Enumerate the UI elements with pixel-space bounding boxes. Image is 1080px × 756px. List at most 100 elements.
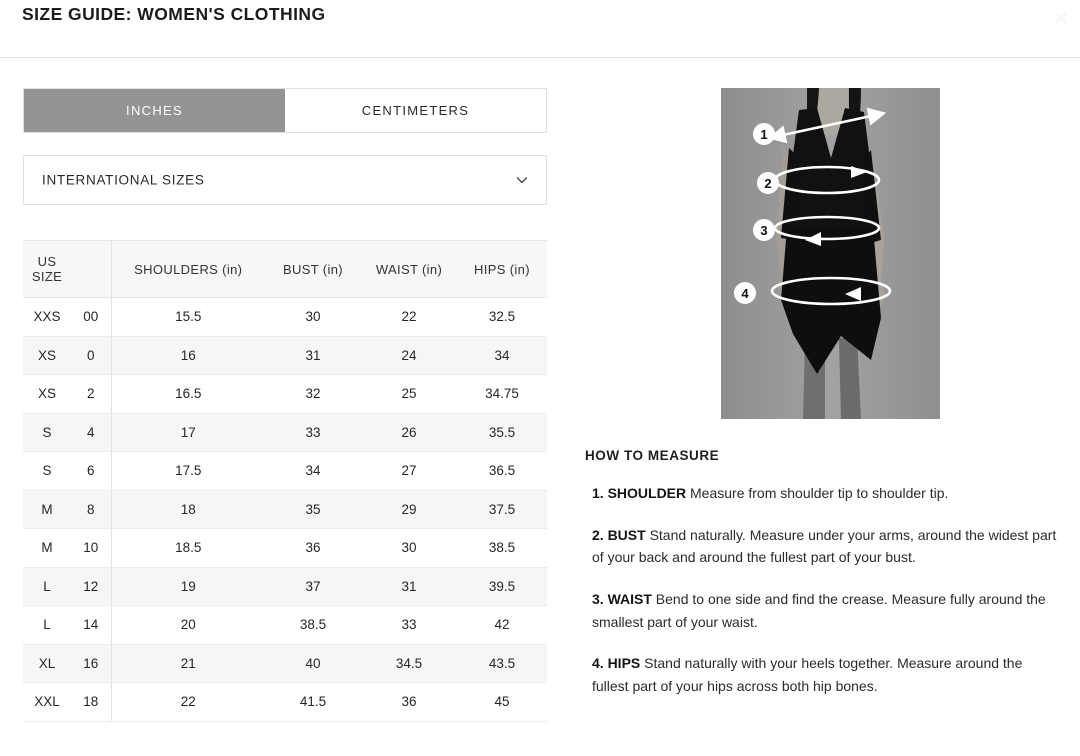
unit-tabs: INCHES CENTIMETERS [23, 88, 547, 133]
cell-waist: 33 [361, 605, 457, 645]
cell-shoulders: 17.5 [111, 451, 265, 491]
close-icon[interactable] [1053, 10, 1069, 26]
measure-step-label: 4. HIPS [592, 655, 641, 672]
cell-hips: 45 [457, 682, 547, 722]
cell-bust: 30 [265, 297, 361, 337]
measure-step-label: 3. WAIST [592, 591, 652, 608]
measure-step-text: Measure from shoulder tip to shoulder ti… [686, 485, 949, 501]
column-header-shoulders: SHOULDERS (in) [111, 240, 265, 298]
how-to-measure-title: HOW TO MEASURE [585, 448, 720, 463]
international-sizes-select[interactable]: INTERNATIONAL SIZES [23, 155, 547, 205]
cell-bust: 32 [265, 374, 361, 414]
svg-text:4: 4 [741, 286, 749, 301]
table-row: M 10 18.5 36 30 38.5 [23, 528, 547, 568]
cell-hips: 34.75 [457, 374, 547, 414]
table-row: XS 0 16 31 24 34 [23, 336, 547, 375]
measure-step-text: Stand naturally. Measure under your arms… [592, 526, 1057, 566]
cell-waist: 27 [361, 451, 457, 491]
cell-bust: 41.5 [265, 682, 361, 722]
table-row: XL 16 21 40 34.5 43.5 [23, 644, 547, 683]
cell-us-size-numeric: 10 [71, 528, 112, 568]
cell-us-size-alpha: XXL [23, 682, 71, 722]
table-row: S 4 17 33 26 35.5 [23, 413, 547, 452]
cell-shoulders: 15.5 [111, 297, 265, 337]
column-header-hips: HIPS (in) [457, 240, 547, 298]
table-row: L 14 20 38.5 33 42 [23, 605, 547, 645]
cell-us-size-alpha: XS [23, 336, 71, 375]
cell-us-size-numeric: 2 [71, 374, 112, 414]
measure-step-bust: 2. BUST Stand naturally. Measure under y… [585, 524, 1060, 569]
measure-step-label: 1. SHOULDER [592, 485, 687, 501]
table-row: XXL 18 22 41.5 36 45 [23, 682, 547, 722]
svg-text:2: 2 [764, 176, 771, 191]
cell-us-size-alpha: S [23, 413, 71, 452]
size-table-head: US SIZE SHOULDERS (in) BUST (in) WAIST (… [23, 240, 547, 298]
cell-us-size-numeric: 4 [71, 413, 112, 452]
measure-step-label: 2. BUST [592, 526, 646, 543]
cell-shoulders: 21 [111, 644, 265, 683]
cell-us-size-alpha: XS [23, 374, 71, 414]
cell-hips: 37.5 [457, 490, 547, 529]
measure-step-text: Bend to one side and find the crease. Me… [592, 591, 1046, 630]
column-header-bust: BUST (in) [265, 240, 361, 298]
cell-waist: 34.5 [361, 644, 457, 683]
cell-bust: 35 [265, 490, 361, 529]
cell-waist: 25 [361, 374, 457, 414]
table-row: XS 2 16.5 32 25 34.75 [23, 374, 547, 414]
size-table: US SIZE SHOULDERS (in) BUST (in) WAIST (… [23, 240, 547, 722]
cell-shoulders: 18 [111, 490, 265, 529]
cell-waist: 26 [361, 413, 457, 452]
cell-shoulders: 16.5 [111, 374, 265, 414]
cell-bust: 34 [265, 451, 361, 491]
table-row: S 6 17.5 34 27 36.5 [23, 451, 547, 491]
size-table-container: US SIZE SHOULDERS (in) BUST (in) WAIST (… [23, 240, 547, 722]
cell-us-size-numeric: 12 [71, 567, 112, 606]
cell-hips: 38.5 [457, 528, 547, 568]
tab-centimeters[interactable]: CENTIMETERS [285, 89, 546, 132]
cell-us-size-alpha: XL [23, 644, 71, 683]
cell-us-size-numeric: 6 [71, 451, 112, 491]
cell-us-size-numeric: 18 [71, 682, 112, 722]
svg-text:3: 3 [760, 223, 767, 238]
cell-us-size-numeric: 14 [71, 605, 112, 645]
cell-shoulders: 19 [111, 567, 265, 606]
cell-shoulders: 18.5 [111, 528, 265, 568]
cell-shoulders: 16 [111, 336, 265, 375]
measure-step-hips: 4. HIPS Stand naturally with your heels … [585, 652, 1060, 697]
cell-hips: 42 [457, 605, 547, 645]
cell-waist: 29 [361, 490, 457, 529]
cell-us-size-alpha: L [23, 605, 71, 645]
cell-shoulders: 20 [111, 605, 265, 645]
svg-text:1: 1 [760, 127, 767, 142]
cell-shoulders: 17 [111, 413, 265, 452]
cell-us-size-numeric: 0 [71, 336, 112, 375]
cell-hips: 32.5 [457, 297, 547, 337]
chevron-down-icon [515, 173, 529, 187]
cell-shoulders: 22 [111, 682, 265, 722]
column-header-waist: WAIST (in) [361, 240, 457, 298]
cell-us-size-numeric: 00 [71, 297, 112, 337]
cell-bust: 38.5 [265, 605, 361, 645]
page-title: SIZE GUIDE: WOMEN'S CLOTHING [22, 4, 326, 24]
cell-waist: 31 [361, 567, 457, 606]
table-header-row: US SIZE SHOULDERS (in) BUST (in) WAIST (… [23, 240, 547, 298]
measure-step-waist: 3. WAIST Bend to one side and find the c… [585, 588, 1060, 633]
measure-step-shoulder: 1. SHOULDER Measure from shoulder tip to… [585, 482, 1060, 505]
cell-us-size-numeric: 8 [71, 490, 112, 529]
tab-inches[interactable]: INCHES [24, 89, 285, 132]
table-row: L 12 19 37 31 39.5 [23, 567, 547, 606]
cell-bust: 37 [265, 567, 361, 606]
select-value: INTERNATIONAL SIZES [42, 172, 205, 188]
cell-waist: 24 [361, 336, 457, 375]
cell-bust: 33 [265, 413, 361, 452]
table-row: XXS 00 15.5 30 22 32.5 [23, 297, 547, 337]
measure-step-text: Stand naturally with your heels together… [592, 655, 1023, 695]
cell-us-size-alpha: XXS [23, 297, 71, 337]
cell-hips: 34 [457, 336, 547, 375]
cell-us-size-alpha: L [23, 567, 71, 606]
cell-hips: 36.5 [457, 451, 547, 491]
measurement-figure: 1 2 3 4 [721, 88, 940, 419]
cell-bust: 40 [265, 644, 361, 683]
cell-us-size-alpha: S [23, 451, 71, 491]
cell-bust: 31 [265, 336, 361, 375]
